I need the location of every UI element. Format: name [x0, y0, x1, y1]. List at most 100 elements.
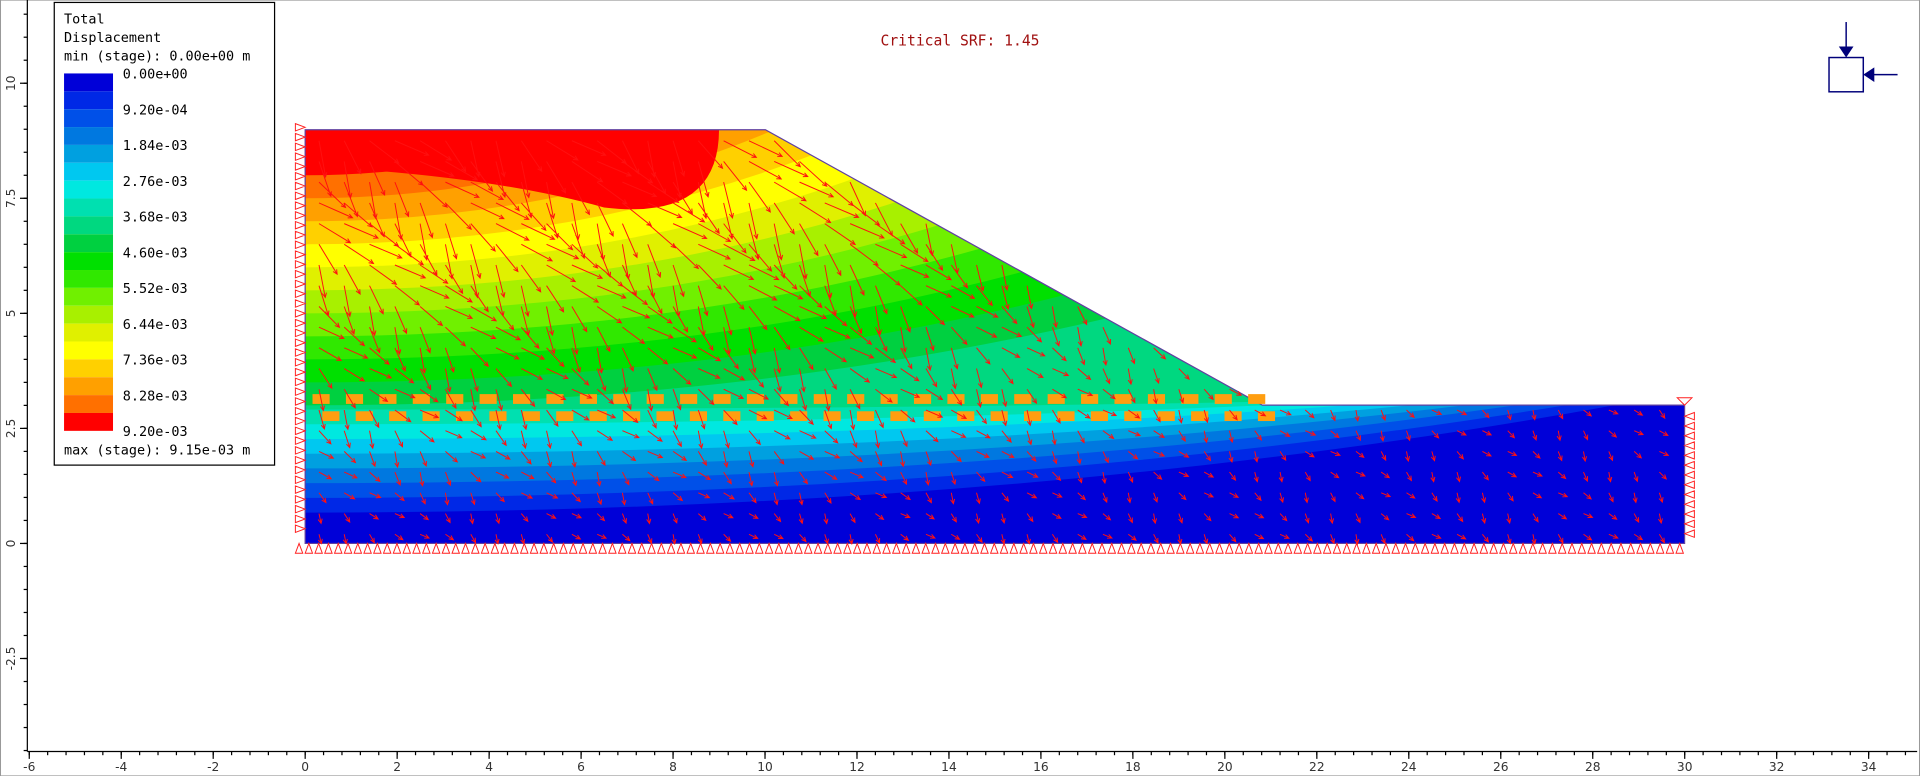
strip-cell	[389, 411, 407, 422]
x-tick-label: 14	[941, 760, 957, 774]
legend-title: Displacement	[64, 31, 161, 46]
strip-cell	[623, 411, 641, 422]
x-tick-label: -2	[207, 760, 219, 774]
strip-cell	[412, 394, 430, 404]
strip-cell	[1024, 411, 1042, 422]
legend-swatch	[64, 305, 114, 324]
strip-cell	[823, 411, 841, 422]
critical-srf: Critical SRF: 1.45	[881, 33, 1040, 50]
strip-cell	[756, 411, 774, 422]
x-tick-label: 6	[577, 760, 585, 774]
y-tick-label: 0	[4, 540, 18, 548]
strip-cell	[479, 394, 497, 404]
x-tick-label: 20	[1217, 760, 1233, 774]
strip-cell	[1181, 394, 1199, 404]
legend-label: 9.20e-03	[123, 425, 188, 440]
strip-cell	[1191, 411, 1209, 422]
legend-swatch	[64, 377, 114, 396]
x-tick-label: 34	[1861, 760, 1877, 774]
legend-swatch	[64, 359, 114, 378]
legend-swatch	[64, 109, 114, 128]
strip-cell	[813, 394, 831, 404]
strip-cell	[589, 411, 607, 422]
strip-cell	[847, 394, 865, 404]
strip-cell	[422, 411, 440, 422]
x-tick-label: 32	[1769, 760, 1785, 774]
strip-cell	[1057, 411, 1075, 422]
legend-label: 5.52e-03	[123, 282, 188, 297]
legend-swatch	[64, 270, 114, 288]
strip-cell	[689, 411, 708, 422]
legend-swatch	[64, 252, 114, 271]
strip-cell	[880, 394, 898, 404]
strip-cell	[1224, 411, 1242, 422]
strip-cell	[680, 394, 698, 404]
x-tick-label: 18	[1125, 760, 1141, 774]
strip-cell	[513, 394, 531, 404]
strip-cell	[656, 411, 674, 422]
strip-cell	[790, 411, 808, 422]
y-tick-label: 5	[4, 309, 18, 317]
strip-cell	[913, 394, 932, 404]
legend-swatch	[64, 287, 114, 306]
x-tick-label: 24	[1401, 760, 1417, 774]
legend-swatch	[64, 412, 114, 431]
strip-cell	[345, 394, 364, 404]
strip-cell	[1214, 394, 1232, 404]
x-tick-label: 4	[485, 760, 493, 774]
y-tick-label: 10	[4, 75, 18, 91]
strip-cell	[947, 394, 965, 404]
strip-cell	[957, 411, 975, 422]
strip-cell	[489, 411, 507, 422]
legend-label: 3.68e-03	[123, 211, 188, 226]
legend-swatch	[64, 73, 114, 92]
strip-cell	[522, 411, 540, 422]
strip-cell	[1014, 394, 1032, 404]
legend-swatch	[64, 234, 114, 253]
legend-swatch	[64, 180, 114, 199]
y-tick-label: 7.5	[4, 189, 18, 208]
strip-cell	[1147, 394, 1166, 404]
liner-strip	[312, 394, 1276, 422]
legend-label: 1.84e-03	[123, 139, 188, 154]
x-tick-label: 12	[849, 760, 865, 774]
strip-cell	[1090, 411, 1108, 422]
x-tick-label: 2	[393, 760, 401, 774]
legend-max: max (stage): 9.15e-03 m	[64, 443, 250, 458]
legend-swatch	[64, 395, 114, 413]
y-tick-label: -2.5	[4, 647, 18, 671]
x-tick-label: -6	[23, 760, 35, 774]
strip-cell	[646, 394, 664, 404]
strip-cell	[713, 394, 731, 404]
legend-label: 0.00e+00	[123, 68, 188, 83]
legend-label: 9.20e-04	[123, 103, 188, 118]
strip-cell	[890, 411, 908, 422]
strip-cell	[923, 411, 941, 422]
strip-cell	[1124, 411, 1142, 422]
x-tick-label: -4	[115, 760, 127, 774]
strip-cell	[322, 411, 340, 422]
strip-cell	[1081, 394, 1099, 404]
strip-cell	[613, 394, 631, 404]
legend-swatch	[64, 127, 114, 145]
legend-label: 4.60e-03	[123, 246, 188, 261]
strip-cell	[455, 411, 474, 422]
legend-label: 6.44e-03	[123, 318, 188, 333]
legend-label: 8.28e-03	[123, 389, 188, 404]
strip-cell	[546, 394, 564, 404]
legend-swatch	[64, 144, 114, 163]
strip-cell	[355, 411, 373, 422]
x-tick-label: 30	[1677, 760, 1693, 774]
x-tick-label: 16	[1033, 760, 1049, 774]
displacement-vectors	[317, 140, 1670, 545]
legend-swatch	[64, 91, 114, 110]
strip-cell	[1047, 394, 1065, 404]
strip-cell	[746, 394, 765, 404]
strip-cell	[579, 394, 597, 404]
x-tick-label: 8	[669, 760, 677, 774]
strip-cell	[856, 411, 875, 422]
strip-cell	[990, 411, 1008, 422]
strip-cell	[723, 411, 741, 422]
strip-cell	[556, 411, 574, 422]
